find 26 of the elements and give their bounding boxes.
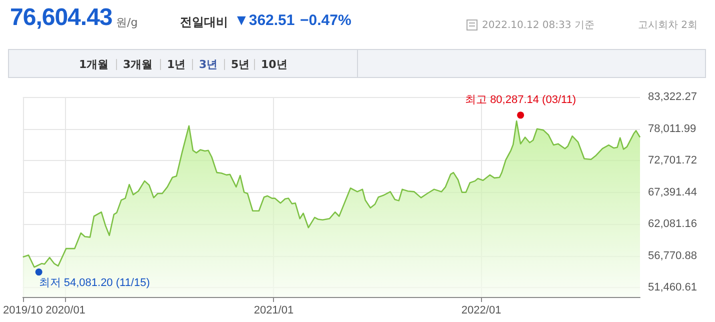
- x-tick-label: 2022/01: [461, 304, 502, 316]
- text: 전일대비: [180, 14, 228, 31]
- y-tick-label: 78,011.99: [648, 122, 696, 135]
- text: 2022.10.12 08:33 기준: [482, 19, 594, 32]
- text: 3개월: [123, 57, 153, 72]
- y-tick-label: 56,770.88: [648, 250, 697, 262]
- x-tick-label: 2021/01: [254, 304, 294, 316]
- text: 1개월: [79, 57, 109, 72]
- y-tick-label: 67,391.44: [648, 186, 697, 198]
- text: ▼362.51: [234, 12, 295, 29]
- chart-title: 76,604.43: [10, 4, 112, 32]
- annotation: 최저 54,081.20 (11/15): [38, 277, 150, 290]
- y-tick-label: 72,701.72: [648, 154, 697, 167]
- annotation: 최고 80,287.14 (03/11): [465, 94, 576, 106]
- y-tick-label: 83,322.27: [648, 91, 697, 103]
- text: 고시회차 2회: [638, 19, 698, 32]
- text: 10년: [261, 57, 288, 72]
- y-tick-label: 62,081.16: [648, 218, 697, 230]
- text: 5년: [231, 57, 250, 72]
- text: −0.47%: [300, 12, 352, 29]
- x-tick-label: 2019/10: [3, 304, 43, 316]
- text: 원/g: [116, 15, 138, 30]
- text: 3년: [199, 57, 218, 72]
- x-tick-label: 2020/01: [46, 304, 86, 316]
- text: 1년: [167, 57, 186, 72]
- y-tick-label: 51,460.61: [648, 282, 697, 294]
